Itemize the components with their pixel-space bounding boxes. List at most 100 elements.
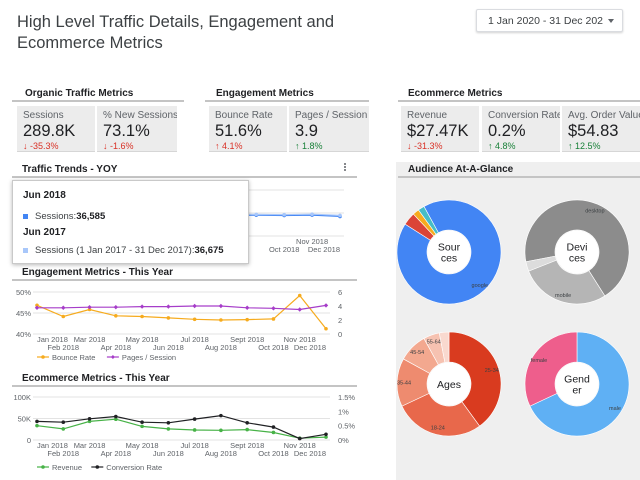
scorecard-conversion-rate[interactable]: Conversion Rate 0.2% ↑ 4.8% bbox=[482, 106, 560, 152]
y-right-tick-label: 6 bbox=[338, 288, 342, 297]
data-point bbox=[324, 435, 328, 439]
date-range-label: 1 Jan 2020 - 31 Dec 202 bbox=[488, 15, 603, 27]
slice-label: 35-44 bbox=[397, 381, 411, 387]
x-tick-label: Aug 2018 bbox=[205, 449, 237, 458]
x-tick-label: Apr 2018 bbox=[101, 449, 131, 458]
scorecard-label: Revenue bbox=[407, 110, 448, 121]
tooltip-heading: Jun 2017 bbox=[23, 227, 66, 238]
data-point bbox=[282, 212, 286, 217]
x-tick-label: Nov 2018 bbox=[296, 237, 328, 246]
delta-arrow-icon: ↑ bbox=[295, 141, 300, 151]
delta-arrow-icon: ↓ bbox=[103, 141, 108, 151]
scorecard-delta: ↑ 1.8% bbox=[295, 141, 323, 151]
audience-rule bbox=[398, 176, 640, 178]
y-right-tick-label: 0 bbox=[338, 330, 342, 339]
tooltip-row-label: Sessions (1 Jan 2017 - 31 Dec 2017): bbox=[35, 245, 195, 256]
data-point bbox=[219, 413, 223, 418]
legend-swatch-icon bbox=[23, 248, 28, 253]
x-tick-label: Sept 2018 bbox=[230, 441, 264, 450]
legend-marker-icon bbox=[95, 465, 100, 469]
data-point bbox=[114, 314, 118, 318]
data-point bbox=[324, 432, 328, 437]
organic-section-title: Organic Traffic Metrics bbox=[25, 88, 134, 99]
series-line bbox=[36, 294, 327, 330]
x-tick-label: Jun 2018 bbox=[153, 449, 184, 458]
donut-center-label: Ages bbox=[437, 379, 461, 391]
chevron-down-icon bbox=[608, 19, 614, 23]
donut-center-label: Gend bbox=[564, 374, 590, 386]
scorecard-value: 0.2% bbox=[488, 122, 526, 140]
legend-marker-icon bbox=[41, 465, 45, 469]
data-point bbox=[297, 307, 302, 312]
data-point bbox=[34, 305, 40, 310]
y-left-tick-label: 50% bbox=[16, 288, 31, 297]
organic-section-rule bbox=[12, 100, 184, 102]
scorecard-avg-order-value[interactable]: Avg. Order Value $54.83 ↑ 12.5% bbox=[562, 106, 640, 152]
scorecard-delta: ↑ 12.5% bbox=[568, 141, 601, 151]
y-left-tick-label: 0 bbox=[27, 436, 31, 445]
chart-tooltip: Jun 2018 Sessions: 36,585 Jun 2017 Sessi… bbox=[12, 180, 249, 264]
x-tick-label: Aug 2018 bbox=[205, 343, 237, 352]
delta-arrow-icon: ↑ bbox=[215, 141, 220, 151]
slice-label: male bbox=[609, 406, 621, 412]
scorecard-label: % New Sessions bbox=[103, 110, 177, 121]
x-tick-label: Dec 2018 bbox=[294, 449, 326, 458]
data-point bbox=[140, 314, 144, 319]
data-point bbox=[271, 425, 276, 429]
slice-label: mobile bbox=[555, 293, 571, 299]
data-point bbox=[87, 307, 92, 312]
data-point bbox=[244, 305, 250, 310]
data-point bbox=[114, 414, 118, 419]
scorecard-value: 3.9 bbox=[295, 122, 318, 140]
scorecard-value: $27.47K bbox=[407, 122, 469, 140]
data-point bbox=[113, 304, 119, 310]
legend-marker-icon bbox=[41, 355, 45, 359]
pie-slice bbox=[524, 199, 630, 297]
data-point bbox=[192, 303, 197, 309]
date-range-picker[interactable]: 1 Jan 2020 - 31 Dec 202 bbox=[476, 9, 623, 32]
data-point bbox=[166, 427, 171, 431]
scorecard-pages-per-session[interactable]: Pages / Session 3.9 ↑ 1.8% bbox=[289, 106, 369, 152]
x-tick-label: Nov 2018 bbox=[284, 441, 316, 450]
data-point bbox=[338, 213, 342, 218]
engagement-section-rule bbox=[205, 100, 369, 102]
data-point bbox=[219, 318, 223, 322]
scorecard-value: 51.6% bbox=[215, 122, 262, 140]
legend-label: Pages / Session bbox=[122, 353, 176, 362]
scorecard-sessions[interactable]: Sessions 289.8K ↓ -35.3% bbox=[17, 106, 95, 152]
y-right-tick-label: 2 bbox=[338, 316, 342, 325]
data-point bbox=[61, 420, 66, 425]
series-line bbox=[36, 414, 327, 440]
x-tick-label: May 2018 bbox=[126, 441, 159, 450]
y-right-tick-label: 1.5% bbox=[338, 393, 355, 402]
data-point bbox=[35, 423, 39, 428]
scorecard-label: Pages / Session bbox=[295, 110, 368, 121]
scorecard-new-sessions[interactable]: % New Sessions 73.1% ↓ -1.6% bbox=[97, 106, 177, 152]
y-left-tick-label: 50K bbox=[18, 415, 31, 424]
scorecard-bounce-rate[interactable]: Bounce Rate 51.6% ↑ 4.1% bbox=[209, 106, 287, 152]
data-point bbox=[139, 304, 145, 309]
pie-slice bbox=[448, 331, 502, 427]
donut-center-label: Devi bbox=[566, 242, 587, 254]
x-tick-label: Dec 2018 bbox=[294, 343, 326, 352]
pie-slice bbox=[529, 331, 630, 437]
scorecard-value: 73.1% bbox=[103, 122, 150, 140]
x-tick-label: Oct 2018 bbox=[269, 245, 299, 254]
data-point bbox=[324, 326, 328, 331]
data-point bbox=[35, 419, 39, 424]
traffic-section-rule bbox=[12, 176, 357, 178]
x-tick-label: Jan 2018 bbox=[37, 335, 68, 344]
ecommerce-chart-rule bbox=[12, 385, 357, 387]
scorecard-revenue[interactable]: Revenue $27.47K ↓ -31.3% bbox=[401, 106, 479, 152]
delta-arrow-icon: ↓ bbox=[407, 141, 412, 151]
more-vert-icon[interactable] bbox=[343, 163, 347, 173]
engagement-chart-title: Engagement Metrics - This Year bbox=[22, 267, 173, 278]
scorecard-delta: ↑ 4.1% bbox=[215, 141, 243, 151]
data-point bbox=[323, 303, 329, 308]
data-point bbox=[61, 427, 66, 431]
donut-hole bbox=[555, 362, 599, 406]
data-point bbox=[35, 303, 39, 308]
